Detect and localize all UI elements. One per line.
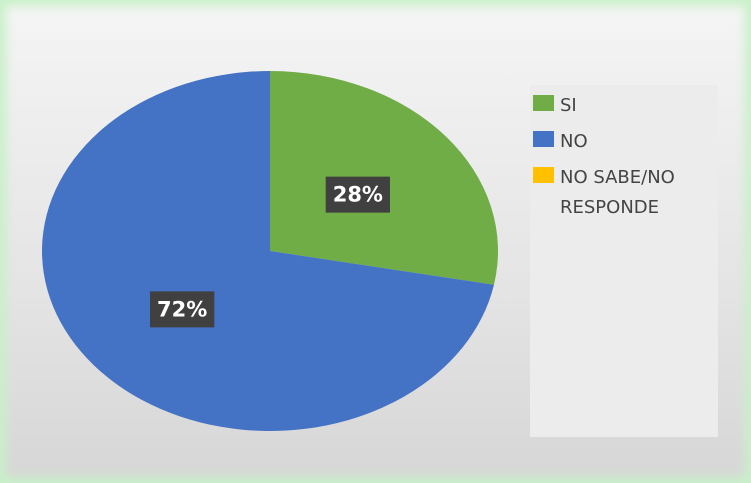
pie-slice	[41, 71, 494, 431]
value-label: 28%	[325, 176, 390, 213]
value-label-text: 72%	[157, 297, 207, 321]
legend-swatch	[533, 95, 554, 111]
legend: SI NO NO SABE/NO RESPONDE	[530, 85, 718, 437]
legend-swatch	[533, 167, 554, 183]
legend-entry: NO	[533, 127, 718, 157]
legend-entry: SI	[533, 91, 718, 121]
legend-label: NO SABE/NO RESPONDE	[560, 167, 675, 218]
legend-swatch	[533, 131, 554, 147]
legend-entry: NO SABE/NO RESPONDE	[533, 163, 718, 223]
value-label-bg	[325, 176, 390, 213]
legend-label: SI	[560, 95, 577, 116]
legend-label: NO	[560, 131, 588, 152]
value-label: 72%	[150, 291, 215, 328]
value-label-text: 28%	[333, 183, 383, 207]
value-label-bg	[150, 291, 215, 328]
